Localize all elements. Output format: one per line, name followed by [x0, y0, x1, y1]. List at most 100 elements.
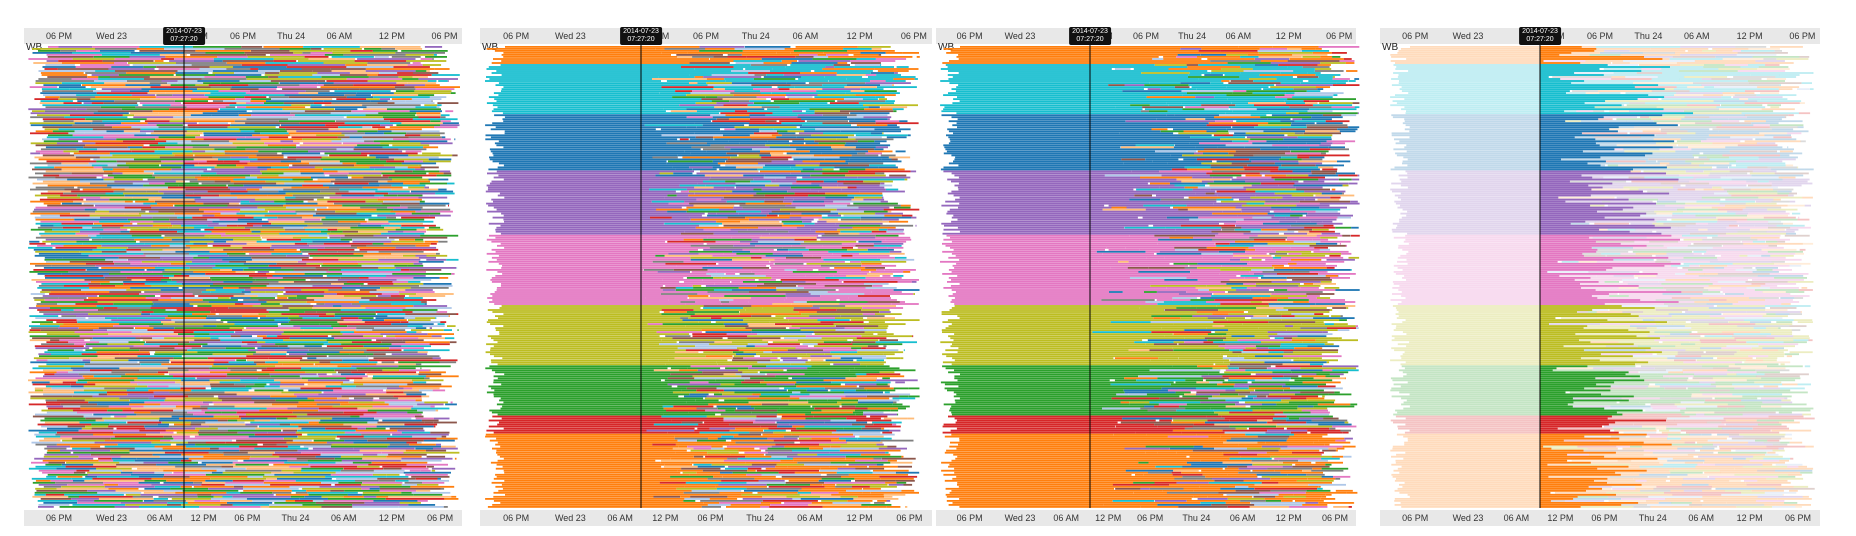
state-bar	[304, 273, 343, 275]
state-bar	[246, 106, 306, 109]
state-bar	[419, 202, 450, 205]
state-bar	[295, 431, 345, 434]
state-bar	[87, 471, 121, 474]
state-bar	[255, 279, 306, 281]
state-bar	[375, 317, 405, 320]
state-bar	[246, 92, 299, 95]
state-bar	[279, 82, 318, 85]
top-time-axis[interactable]	[24, 28, 462, 44]
state-bar	[185, 134, 200, 137]
state-bar	[46, 319, 77, 322]
state-bar	[347, 325, 408, 328]
state-bar	[295, 479, 355, 482]
state-bar	[85, 345, 134, 348]
state-bar	[407, 383, 442, 386]
state-bar	[388, 495, 452, 498]
state-bar	[404, 160, 423, 163]
state-bar	[122, 140, 167, 143]
state-bar	[99, 156, 160, 159]
state-bar	[32, 110, 45, 113]
state-bar	[195, 50, 251, 52]
state-bar	[226, 68, 251, 70]
state-bar	[188, 469, 217, 472]
state-bar	[73, 349, 83, 352]
state-bar	[326, 271, 381, 273]
state-bar	[374, 417, 412, 420]
state-bar	[297, 449, 360, 452]
state-bar	[104, 317, 118, 320]
state-bar	[432, 389, 446, 392]
state-bar	[321, 506, 353, 508]
state-bar	[245, 136, 269, 139]
state-bar	[328, 289, 356, 291]
state-bar	[282, 88, 338, 91]
state-bar	[222, 495, 233, 498]
state-bar	[245, 385, 265, 388]
state-bar	[353, 84, 405, 87]
state-bar	[216, 164, 237, 167]
state-bar	[301, 451, 322, 454]
state-bar	[215, 309, 267, 311]
state-bar	[325, 427, 358, 430]
state-bar	[47, 473, 88, 476]
state-bar	[275, 399, 315, 402]
state-bar	[171, 238, 234, 241]
state-bar	[115, 70, 178, 72]
state-bar	[346, 66, 394, 68]
state-bar	[283, 204, 343, 207]
state-bar	[362, 186, 403, 189]
state-bar	[175, 250, 210, 253]
state-bar	[391, 130, 440, 133]
state-bar	[107, 164, 118, 167]
state-bar	[229, 202, 239, 205]
state-bar	[252, 134, 290, 137]
state-bar	[40, 148, 77, 151]
state-bar	[129, 347, 175, 350]
top-time-axis[interactable]	[480, 28, 932, 44]
state-bar	[233, 182, 277, 185]
state-bar	[218, 395, 271, 398]
state-bar	[359, 277, 369, 279]
state-bar	[250, 287, 285, 289]
top-tick-label: Thu 24	[277, 31, 306, 41]
state-bar	[432, 357, 441, 360]
state-bar	[74, 343, 86, 346]
state-bar	[365, 393, 407, 396]
state-bar	[404, 84, 426, 87]
state-bar	[418, 256, 436, 259]
state-bar	[401, 122, 443, 125]
state-bar	[265, 361, 278, 364]
time-cursor-label[interactable]: 2014-07-23 07:27:20	[163, 27, 205, 45]
state-bar	[33, 357, 70, 360]
state-bar	[420, 58, 433, 60]
state-bar	[354, 447, 415, 450]
state-bar	[301, 469, 341, 472]
state-bar	[436, 252, 440, 255]
state-bar	[391, 323, 434, 326]
state-bar	[213, 283, 269, 285]
state-bar	[293, 140, 332, 143]
state-bar	[408, 281, 421, 283]
state-bar	[173, 116, 232, 119]
state-bar	[395, 246, 437, 249]
state-bar	[114, 262, 131, 265]
state-bar	[35, 250, 80, 253]
state-bar	[291, 136, 338, 139]
state-bar	[165, 92, 211, 95]
state-bar	[451, 273, 455, 275]
state-bar	[40, 224, 54, 227]
state-bar	[78, 455, 121, 458]
state-bar	[251, 98, 272, 101]
state-bar	[224, 150, 259, 153]
state-bar	[230, 122, 246, 125]
state-bar	[308, 252, 354, 255]
state-bar	[192, 46, 242, 48]
bottom-time-axis[interactable]	[480, 510, 932, 526]
state-bar	[109, 423, 158, 426]
state-bar	[259, 409, 319, 412]
bottom-time-axis[interactable]	[24, 510, 462, 526]
state-bar	[321, 218, 365, 221]
state-bar	[366, 373, 390, 376]
state-bar	[28, 307, 50, 309]
time-cursor-label[interactable]: 2014-07-23 07:27:20	[620, 27, 662, 45]
